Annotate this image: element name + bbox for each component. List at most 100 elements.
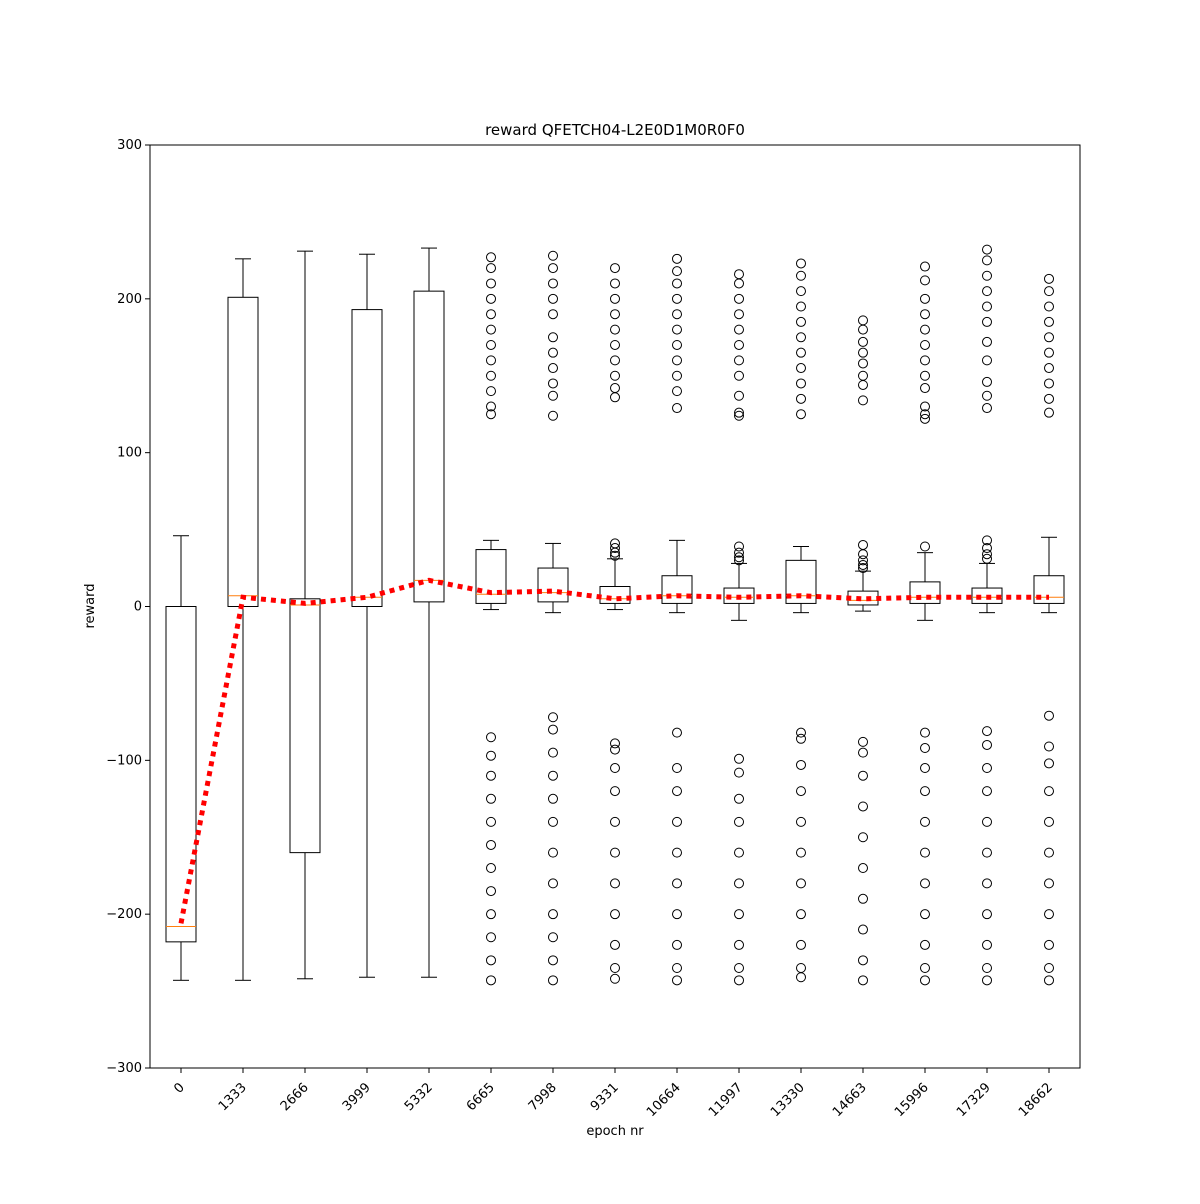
outlier xyxy=(734,793,744,804)
outlier xyxy=(1044,963,1054,974)
outlier xyxy=(610,309,620,320)
box xyxy=(723,587,755,604)
outlier xyxy=(610,392,620,403)
outlier xyxy=(796,733,806,744)
outlier xyxy=(672,963,682,974)
outlier xyxy=(920,909,930,920)
outlier xyxy=(1044,758,1054,769)
outlier xyxy=(982,376,992,387)
outlier xyxy=(920,847,930,858)
outlier xyxy=(858,832,868,843)
outlier xyxy=(796,378,806,389)
outlier xyxy=(486,263,496,274)
outlier xyxy=(486,750,496,761)
outlier xyxy=(858,336,868,347)
outlier xyxy=(982,403,992,414)
outlier xyxy=(548,847,558,858)
outlier xyxy=(610,339,620,350)
y-tick-label: 0 xyxy=(134,600,142,615)
outlier xyxy=(982,286,992,297)
box xyxy=(289,598,321,854)
outlier xyxy=(796,847,806,858)
outlier xyxy=(734,909,744,920)
outlier xyxy=(610,324,620,335)
outlier xyxy=(982,316,992,327)
outlier xyxy=(920,963,930,974)
outlier xyxy=(610,744,620,755)
outlier xyxy=(672,324,682,335)
outlier xyxy=(672,403,682,414)
outlier xyxy=(486,975,496,986)
outlier xyxy=(796,939,806,950)
outlier xyxy=(672,727,682,738)
outlier xyxy=(796,816,806,827)
outlier xyxy=(920,324,930,335)
outlier xyxy=(548,909,558,920)
outlier xyxy=(548,816,558,827)
box xyxy=(909,581,941,604)
outlier xyxy=(1044,347,1054,358)
outlier xyxy=(672,816,682,827)
outlier xyxy=(610,263,620,274)
outlier xyxy=(672,253,682,264)
outlier xyxy=(734,939,744,950)
outlier xyxy=(548,770,558,781)
outlier xyxy=(1044,786,1054,797)
outlier xyxy=(734,547,744,558)
outlier xyxy=(1044,909,1054,920)
outlier xyxy=(858,549,868,560)
outlier xyxy=(858,893,868,904)
chart-title: reward QFETCH04-L2E0D1M0R0F0 xyxy=(485,121,745,139)
outlier xyxy=(734,410,744,421)
outlier xyxy=(610,355,620,366)
outlier xyxy=(982,553,992,564)
outlier xyxy=(548,250,558,261)
outlier xyxy=(920,293,930,304)
outlier xyxy=(734,847,744,858)
outlier xyxy=(920,383,930,394)
outlier xyxy=(858,770,868,781)
outlier xyxy=(486,252,496,263)
outlier xyxy=(548,390,558,401)
outlier xyxy=(734,541,744,552)
outlier xyxy=(920,975,930,986)
outlier xyxy=(548,955,558,966)
y-tick-label: 300 xyxy=(117,138,142,153)
outlier xyxy=(486,793,496,804)
outlier xyxy=(796,286,806,297)
outlier xyxy=(610,543,620,554)
outlier xyxy=(672,386,682,397)
outlier xyxy=(982,336,992,347)
outlier xyxy=(486,409,496,420)
outlier xyxy=(486,770,496,781)
outlier xyxy=(548,712,558,723)
outlier xyxy=(734,324,744,335)
outlier xyxy=(1044,847,1054,858)
outlier xyxy=(486,401,496,412)
box xyxy=(661,575,693,604)
outlier xyxy=(672,293,682,304)
outlier xyxy=(920,743,930,754)
outlier xyxy=(672,939,682,950)
outlier xyxy=(610,547,620,558)
outlier xyxy=(858,324,868,335)
outlier xyxy=(610,973,620,984)
outlier xyxy=(734,552,744,563)
outlier xyxy=(982,878,992,889)
outlier xyxy=(672,878,682,889)
outlier xyxy=(858,395,868,406)
outlier xyxy=(486,909,496,920)
outlier xyxy=(734,355,744,366)
outlier xyxy=(858,863,868,874)
outlier xyxy=(796,332,806,343)
y-axis-label: reward xyxy=(83,583,98,628)
outlier xyxy=(548,410,558,421)
outlier xyxy=(610,909,620,920)
outlier xyxy=(982,549,992,560)
outlier xyxy=(734,963,744,974)
outlier xyxy=(610,816,620,827)
outlier xyxy=(486,816,496,827)
outlier xyxy=(982,763,992,774)
outlier xyxy=(610,738,620,749)
outlier xyxy=(1044,273,1054,284)
